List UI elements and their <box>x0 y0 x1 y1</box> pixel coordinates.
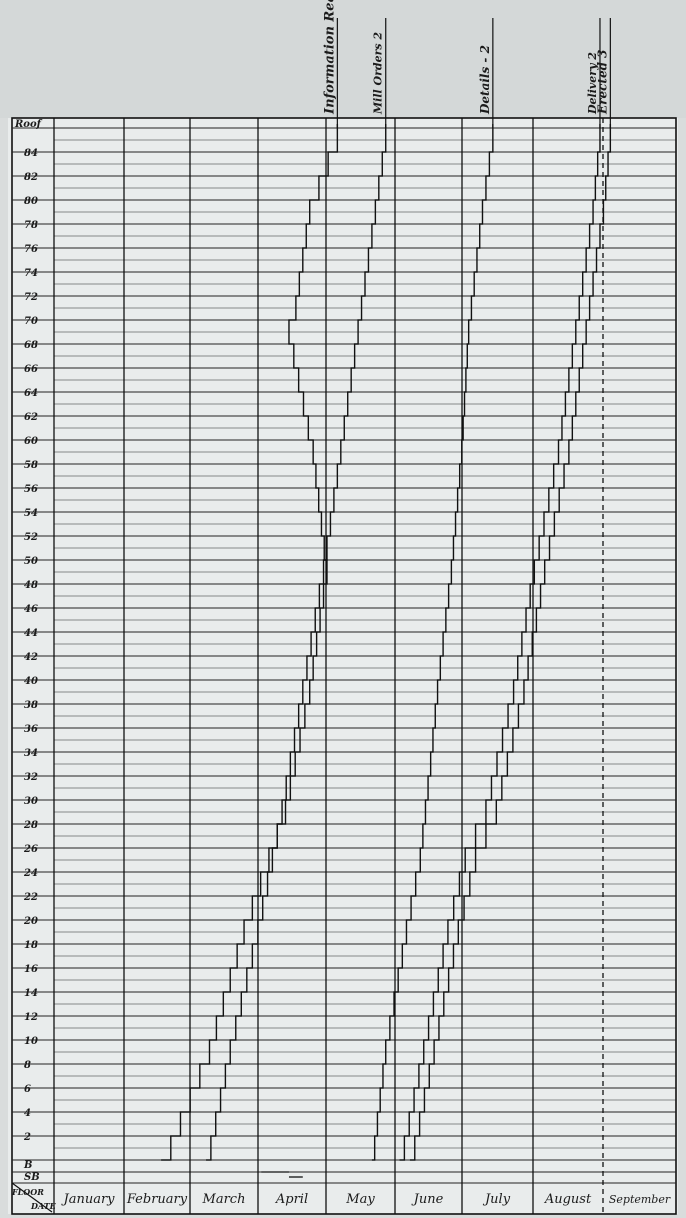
floor-label: 48 <box>24 580 38 591</box>
chart-frame <box>11 117 677 1215</box>
floor-label: 40 <box>24 676 38 687</box>
floor-label: 38 <box>24 700 38 711</box>
floor-label: 50 <box>24 556 38 567</box>
header-label-erected: Erected 3 <box>595 49 609 115</box>
schedule-series-3 <box>371 124 494 1161</box>
floor-label: 60 <box>24 436 38 447</box>
floor-label: 58 <box>24 460 38 471</box>
floor-label: 46 <box>24 604 38 615</box>
floor-label: 76 <box>24 244 38 255</box>
month-label: August <box>544 1192 592 1207</box>
floor-label: 36 <box>24 724 38 735</box>
floor-label: 34 <box>24 748 38 759</box>
floor-label: 14 <box>24 988 38 999</box>
top-row-label-roof: Roof <box>14 119 43 130</box>
corner-label-date: DATE <box>30 1201 57 1211</box>
month-label: September <box>609 1193 671 1206</box>
month-label: March <box>202 1192 246 1207</box>
floor-label: 12 <box>24 1012 38 1023</box>
floor-label: 74 <box>24 268 38 279</box>
floor-label: 2 <box>23 1132 31 1143</box>
floor-label: 62 <box>24 412 38 423</box>
month-label: April <box>275 1192 308 1207</box>
floor-label: 52 <box>24 532 38 543</box>
month-label: July <box>482 1192 511 1207</box>
floor-label: 80 <box>24 196 38 207</box>
floor-label: 78 <box>24 220 38 231</box>
header-label-mill-orders: Mill Orders 2 <box>372 32 385 115</box>
floor-label: 32 <box>24 772 38 783</box>
chart-paper <box>8 118 678 1214</box>
month-label: June <box>411 1192 444 1207</box>
corner-diagonal-line <box>11 1182 53 1213</box>
header-label-details: Details - 2 <box>478 45 492 115</box>
schedule-series-5 <box>409 124 612 1161</box>
corner-label-floor: FLOOR <box>11 1187 44 1197</box>
floor-label: 64 <box>24 388 38 399</box>
floor-label: 26 <box>23 844 38 855</box>
floor-label: 18 <box>24 940 38 951</box>
floor-label: 22 <box>23 892 38 903</box>
floor-label: 8 <box>24 1060 31 1071</box>
floor-label: 20 <box>23 916 38 927</box>
schedule-series-2 <box>206 124 387 1161</box>
floor-label: 84 <box>24 148 38 159</box>
floor-label: 16 <box>24 964 38 975</box>
floor-label: 56 <box>24 484 38 495</box>
floor-label: SB <box>24 1172 40 1183</box>
schedule-series-4 <box>399 124 601 1161</box>
floor-label: 44 <box>24 628 38 639</box>
header-label-information-required: Information Required <box>322 0 337 115</box>
header-label-delivery: Delivery 2 <box>586 52 599 115</box>
page-top-strip <box>0 0 686 118</box>
floor-label: 42 <box>24 652 38 663</box>
floor-label: 72 <box>24 292 38 303</box>
month-label: January <box>60 1192 115 1207</box>
floor-label: 30 <box>24 796 38 807</box>
schedule-series-1 <box>161 124 339 1161</box>
floor-label: 70 <box>24 316 38 327</box>
floor-label: 54 <box>24 508 38 519</box>
floor-label: 6 <box>24 1084 31 1095</box>
floor-label: 68 <box>24 340 38 351</box>
floor-label: 24 <box>23 868 38 879</box>
month-label: February <box>126 1192 188 1207</box>
floor-label: 28 <box>23 820 38 831</box>
floor-label: B <box>23 1160 32 1171</box>
floor-label: 10 <box>24 1036 38 1047</box>
floor-label: 82 <box>24 172 38 183</box>
floor-label: 4 <box>24 1108 31 1119</box>
floor-label: 66 <box>24 364 38 375</box>
month-label: May <box>345 1192 375 1207</box>
